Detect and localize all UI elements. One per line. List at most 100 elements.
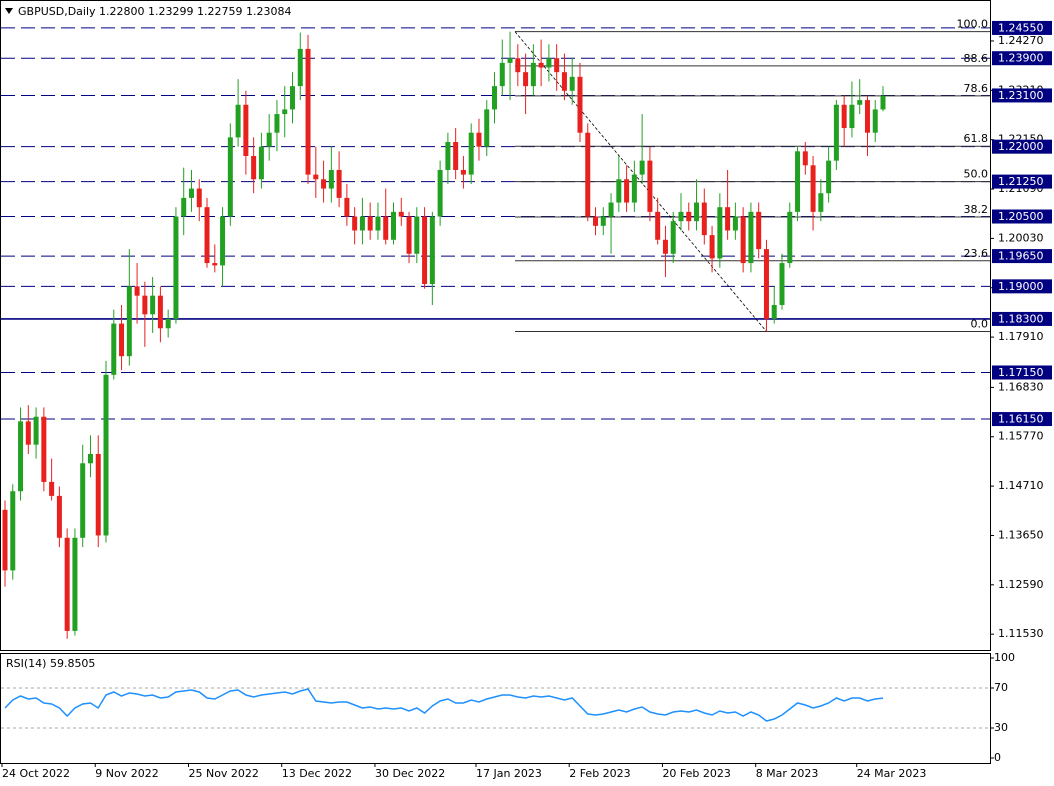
rsi-tick-label: 0 [994,751,1001,764]
y-tick-label: 1.15770 [998,430,1044,443]
x-tick-label: 17 Jan 2023 [476,767,542,780]
candle-body [10,491,16,571]
candle-body [662,239,668,254]
candle-body [779,263,785,305]
level-box [992,311,1052,326]
candle-body [2,509,8,571]
candle-body [398,211,404,217]
candle-body [157,295,163,329]
candle-body [740,216,746,264]
candle-body [833,104,839,161]
level-box [992,88,1052,103]
candle-body [787,211,793,264]
candle-body [313,174,319,180]
candle-body [701,202,707,236]
candle-body [375,216,381,231]
candle-body [181,197,187,217]
candle-body [87,453,93,464]
candle-body [165,318,171,329]
fib-label: 50.0 [964,168,989,181]
candle-body [523,72,529,87]
candle-body [173,216,179,319]
candle-body [95,453,101,536]
candle-body [414,216,420,254]
candle-body [111,323,117,375]
candle-body [72,537,78,631]
candle-body [795,151,801,212]
candle-body [460,169,466,175]
level-box [992,412,1052,427]
level-box [992,139,1052,154]
fib-label: 100.0 [957,18,989,31]
candle-body [429,216,435,285]
level-box [992,249,1052,264]
candle-body [499,62,505,87]
y-tick-label: 1.14710 [998,479,1044,492]
candle-body [802,151,808,166]
fib-label: 61.8 [964,132,989,145]
candle-body [810,165,816,212]
candle-body [530,62,536,87]
candle-body [235,104,241,138]
candle-body [593,216,599,226]
candle-body [561,72,567,91]
y-tick-label: 1.13650 [998,528,1044,541]
candle-body [678,211,684,222]
candle-body [25,421,31,445]
candle-body [569,76,575,91]
fib-label: 78.6 [964,82,989,95]
candle-body [771,304,777,319]
candle-body [321,179,327,189]
candle-body [841,104,847,129]
level-label: 1.18300 [998,312,1044,325]
fib-label: 88.6 [964,52,989,65]
candle-body [80,463,86,538]
candle-body [274,114,280,133]
level-box [992,209,1052,224]
candle-body [476,132,482,147]
candle-body [639,160,645,175]
candle-body [212,263,218,266]
candle-body [328,169,334,189]
candle-body [608,202,614,217]
y-tick-label: 1.16830 [998,380,1044,393]
x-tick-label: 24 Mar 2023 [857,767,927,780]
level-label: 1.19000 [998,280,1044,293]
candle-body [655,211,661,240]
y-tick-label: 1.20030 [998,231,1044,244]
level-label: 1.21250 [998,175,1044,188]
candle-body [134,286,140,296]
candle-body [717,207,723,259]
candle-body [507,58,513,63]
price-pane [0,0,991,651]
candle-body [383,216,389,240]
candle-body [725,207,731,231]
candle-body [468,132,474,175]
y-tick-label: 1.24270 [998,34,1044,47]
candle-body [484,109,490,147]
candle-body [119,323,125,357]
candle-body [367,216,373,231]
x-tick-label: 25 Nov 2022 [188,767,258,780]
level-label: 1.23900 [998,52,1044,65]
rsi-tick-label: 70 [994,681,1008,694]
candle-body [103,374,109,536]
candle-body [336,169,342,198]
menu-arrow[interactable] [5,8,13,14]
level-box [992,174,1052,189]
candle-body [546,58,552,68]
candle-body [282,109,288,115]
candle-body [872,109,878,133]
level-box [992,51,1052,66]
candle-body [709,235,715,259]
candle-body [243,104,249,156]
candle-body [624,179,630,203]
x-tick-label: 24 Oct 2022 [2,767,70,780]
level-box [992,20,1052,35]
candle-body [538,62,544,68]
candle-body [694,202,700,222]
y-tick-label: 1.17910 [998,330,1044,343]
candle-body [585,132,591,217]
candle-body [18,421,24,492]
